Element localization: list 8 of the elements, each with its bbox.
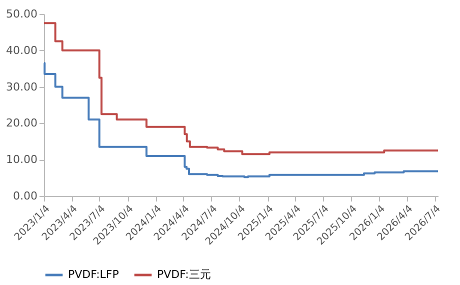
- y-tick-label: 20.00: [6, 116, 38, 130]
- y-tick-label: 0.00: [13, 190, 38, 202]
- legend-label: PVDF:三元: [157, 268, 211, 281]
- y-tick-label: 50.00: [6, 8, 38, 20]
- y-tick-label: 30.00: [6, 80, 38, 94]
- legend-label: PVDF:LFP: [68, 268, 120, 281]
- y-tick-label: 40.00: [6, 44, 38, 57]
- y-tick-label: 10.00: [6, 153, 38, 166]
